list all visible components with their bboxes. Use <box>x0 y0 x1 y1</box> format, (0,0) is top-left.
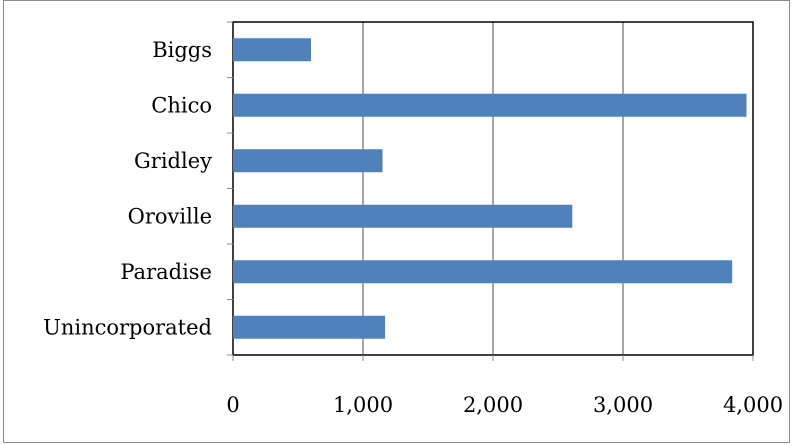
bar-oroville <box>233 204 573 228</box>
x-axis: 0 1,000 2,000 3,000 4,000 <box>226 355 783 417</box>
y-category-label: Oroville <box>128 204 212 228</box>
y-category-label: Chico <box>151 93 212 117</box>
bars <box>233 38 747 339</box>
x-tick-label: 0 <box>226 393 239 417</box>
x-tick-label: 2,000 <box>463 393 523 417</box>
bar-chico <box>233 93 747 117</box>
y-category-label: Unincorporated <box>43 315 212 339</box>
bar-biggs <box>233 38 311 62</box>
y-axis: Biggs Chico Gridley Oroville Paradise Unincor… <box>43 21 233 356</box>
y-category-label: Paradise <box>120 260 212 284</box>
x-tick-label: 3,000 <box>593 393 653 417</box>
bar-paradise <box>233 260 733 284</box>
y-category-label: Gridley <box>134 149 212 173</box>
bar-unincorporated <box>233 315 386 339</box>
gridlines <box>362 22 624 355</box>
y-category-label: Biggs <box>152 38 212 62</box>
x-tick-label: 4,000 <box>723 393 783 417</box>
bar-gridley <box>233 149 383 173</box>
x-tick-label: 1,000 <box>333 393 393 417</box>
